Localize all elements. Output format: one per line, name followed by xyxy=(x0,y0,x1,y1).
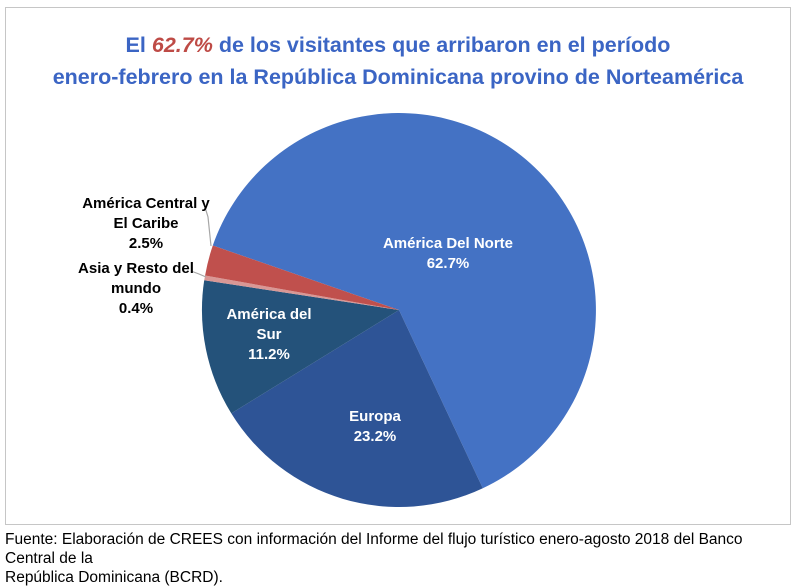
leader-line-central-caribe xyxy=(203,203,212,247)
pie-label-line: 23.2% xyxy=(353,428,397,445)
pie-slice-norte xyxy=(212,113,596,489)
pie-label-line: América del xyxy=(226,306,312,323)
pie-slice-asia xyxy=(204,275,399,310)
pie-chart-svg xyxy=(190,113,596,508)
pie-label-asia-resto-mundo: Asia y Resto del mundo 0.4% xyxy=(46,259,226,319)
source-note-line: República Dominicana (BCRD). xyxy=(5,569,223,586)
source-note: Fuente: Elaboración de CREES con informa… xyxy=(5,530,789,587)
title-line2: enero-febrero en la República Dominicana… xyxy=(52,65,744,89)
pie-label-line: 2.5% xyxy=(128,235,164,252)
pie-label-line: 0.4% xyxy=(118,300,154,317)
pie-slices-group xyxy=(201,113,596,508)
pie-label-line: mundo xyxy=(111,280,161,297)
pie-label-america-central-caribe: América Central y El Caribe 2.5% xyxy=(56,194,236,254)
pie-label-line: América Central y xyxy=(82,195,210,212)
pie-label-line: Europa xyxy=(349,408,401,425)
leader-line-asia-resto xyxy=(190,270,207,278)
title-highlight: 62.7% xyxy=(151,33,213,57)
chart-title: El 62.7% de los visitantes que arribaron… xyxy=(6,29,790,93)
title-line1-rest: de los visitantes que arribaron en el pe… xyxy=(218,33,671,57)
chart-container: El 62.7% de los visitantes que arribaron… xyxy=(5,7,791,525)
pie-label-line: El Caribe xyxy=(113,215,179,232)
pie-label-line: 11.2% xyxy=(248,346,290,363)
pie-label-america-del-norte: América Del Norte 62.7% xyxy=(338,234,558,274)
pie-label-line: Sur xyxy=(256,326,282,343)
source-note-line: Fuente: Elaboración de CREES con informa… xyxy=(5,531,743,567)
pie-slice-europa xyxy=(231,310,483,508)
pie-slice-sur xyxy=(201,280,399,414)
pie-slice-central xyxy=(205,245,399,310)
pie-label-line: América Del Norte xyxy=(382,235,514,252)
pie-label-line: 62.7% xyxy=(426,255,470,272)
pie-label-line: Asia y Resto del xyxy=(78,260,194,277)
pie-label-europa: Europa 23.2% xyxy=(295,407,455,447)
pie-label-america-del-sur: América del Sur 11.2% xyxy=(189,305,349,365)
title-prefix: El xyxy=(125,33,146,57)
